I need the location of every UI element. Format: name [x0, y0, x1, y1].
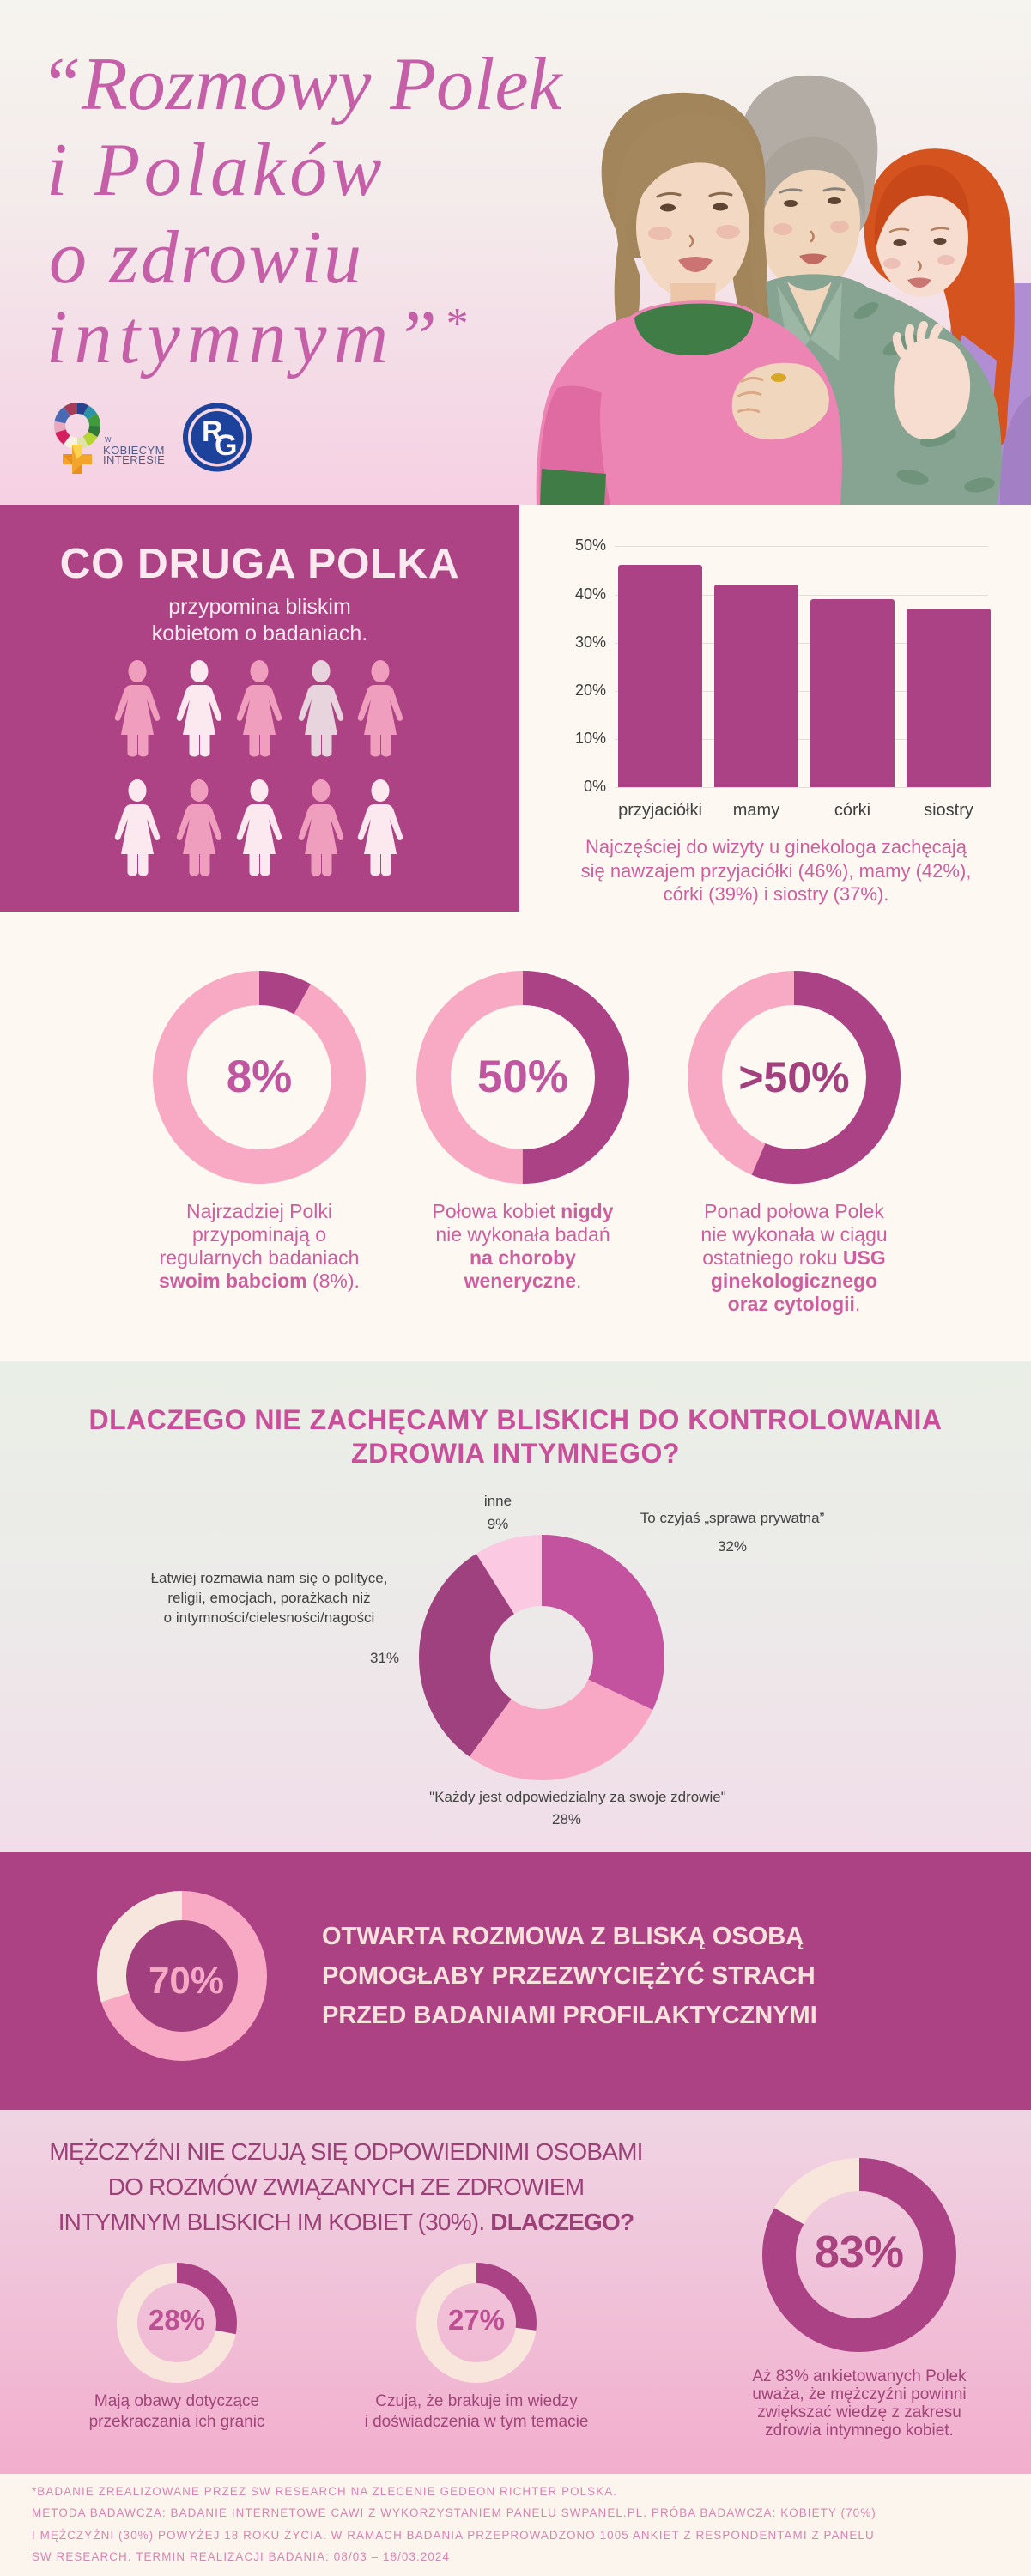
svg-text:G: G — [215, 429, 237, 462]
svg-text:INTERESIE: INTERESIE — [103, 453, 165, 466]
svg-text:KOBIECYM: KOBIECYM — [103, 444, 165, 457]
svg-text:W: W — [105, 436, 112, 444]
svg-text:R: R — [202, 415, 223, 448]
